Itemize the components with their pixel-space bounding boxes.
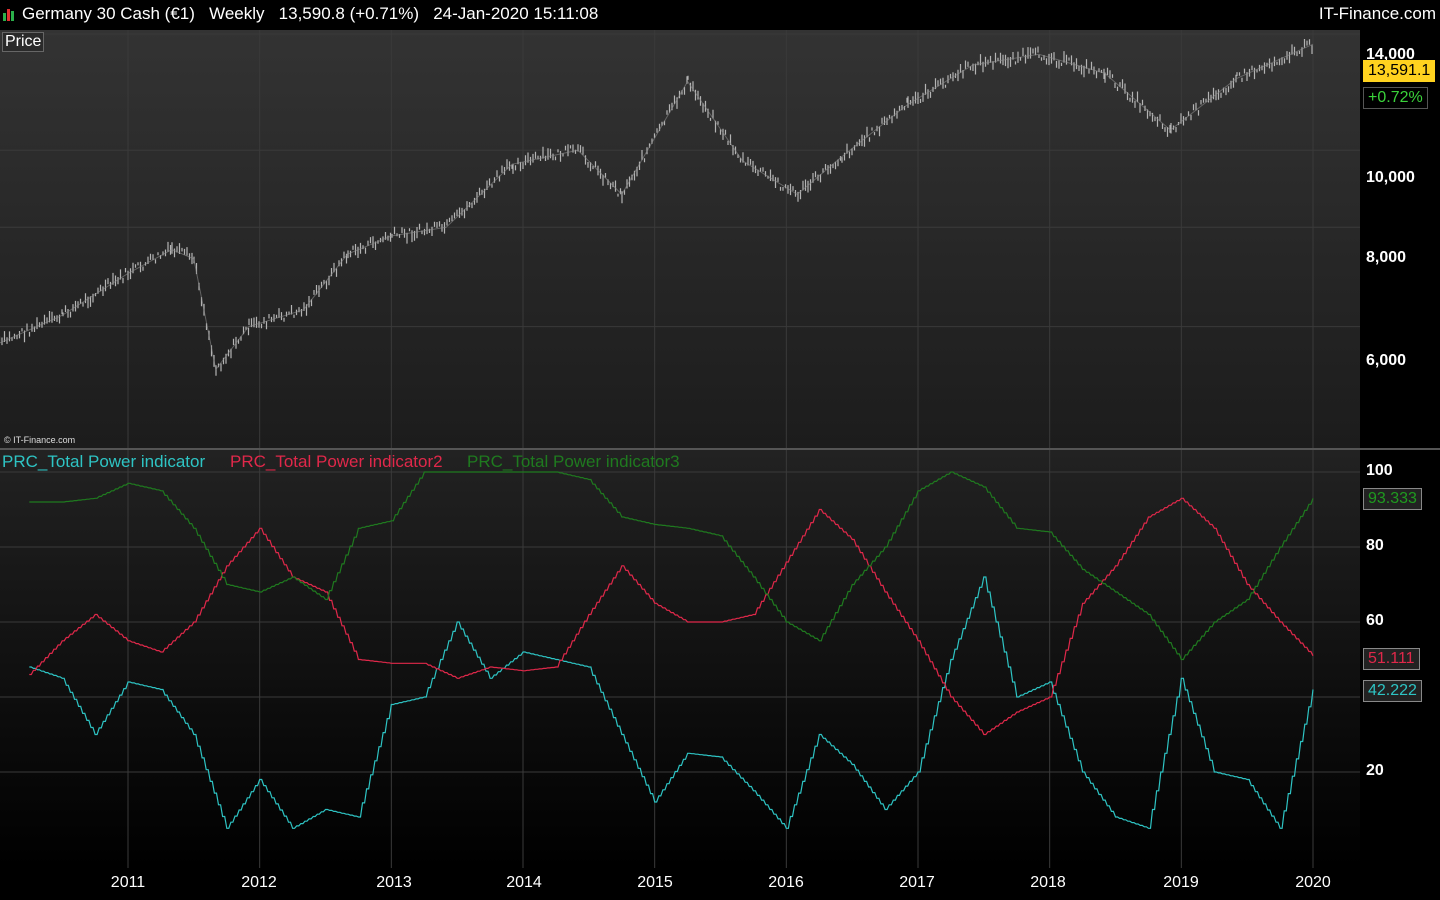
instrument-title: Germany 30 Cash (€1) Weekly 13,590.8 (+0… [22,4,599,23]
x-tick: 2020 [1295,874,1331,891]
price-line [0,43,1314,371]
cyan-indicator-line [29,576,1314,829]
title-bar: Germany 30 Cash (€1) Weekly 13,590.8 (+0… [0,0,1440,30]
x-tick: 2015 [637,874,673,891]
indicator-chart-svg [0,450,1360,868]
green-last-value: 93.333 [1363,488,1422,510]
pane-separator[interactable] [0,448,1440,450]
x-tick: 2011 [110,874,146,891]
brand-label: IT-Finance.com [1318,4,1436,23]
indicator-y-axis[interactable]: 100 80 60 40 20 93.333 51.111 42.222 [1360,450,1440,868]
x-tick: 2018 [1030,874,1066,891]
x-tick: 2017 [899,874,935,891]
indicator-tick: 20 [1366,762,1384,779]
price-tick: 10,000 [1366,169,1415,186]
indicator-tick: 100 [1366,462,1393,479]
indicator-label-cyan[interactable]: PRC_Total Power indicator [2,452,206,471]
cyan-last-value: 42.222 [1363,680,1422,702]
x-tick: 2019 [1163,874,1199,891]
price-chart-svg [0,30,1360,448]
last-price-badge: 13,591.1 [1363,60,1436,82]
chart-logo-icon [3,9,14,21]
price-tick: 6,000 [1366,352,1407,369]
price-bars [0,39,1313,376]
price-chart-pane[interactable]: Price © IT-Finance.com [0,30,1360,448]
indicator-pane[interactable]: PRC_Total Power indicator PRC_Total Powe… [0,450,1360,868]
x-tick: 2012 [241,874,277,891]
copyright-label: © IT-Finance.com [4,435,76,445]
x-tick: 2013 [376,874,412,891]
price-change-badge: +0.72% [1363,87,1428,109]
x-tick: 2014 [506,874,542,891]
price-tick: 14,000 [1366,46,1415,63]
indicator-label-green[interactable]: PRC_Total Power indicator3 [467,452,680,471]
green-indicator-line [29,471,1314,661]
price-tick: 8,000 [1366,249,1407,266]
indicator-label-red[interactable]: PRC_Total Power indicator2 [230,452,443,471]
red-last-value: 51.111 [1363,648,1420,670]
price-y-axis[interactable]: 14,000 10,000 8,000 6,000 13,591.1 +0.72… [1360,30,1440,448]
red-indicator-line [29,497,1314,736]
indicator-tick: 60 [1366,612,1384,629]
indicator-tick: 80 [1366,537,1384,554]
x-tick: 2016 [768,874,804,891]
price-panel-label[interactable]: Price [2,32,45,52]
